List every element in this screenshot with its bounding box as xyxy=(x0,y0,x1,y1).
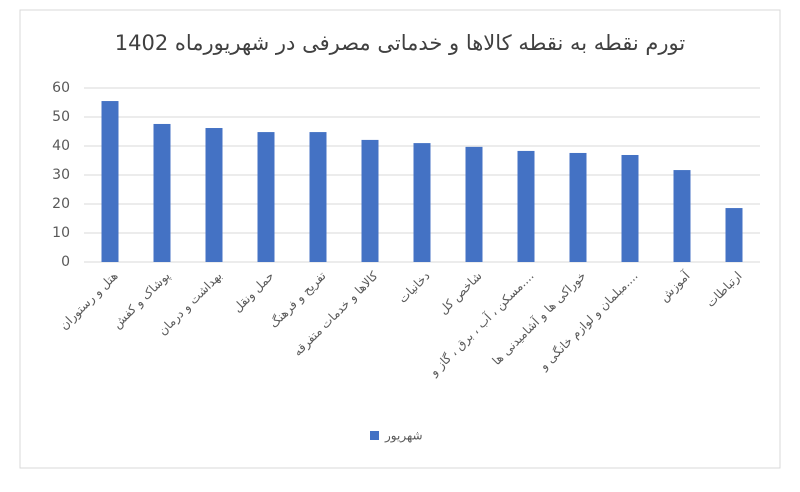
bar xyxy=(465,146,483,262)
bar xyxy=(205,128,223,262)
bar xyxy=(517,150,535,262)
legend-label: شهریور xyxy=(384,429,423,444)
y-tick-label: 50 xyxy=(52,109,70,125)
bar xyxy=(101,101,119,262)
y-tick-label: 0 xyxy=(61,254,70,270)
bar xyxy=(309,132,327,262)
y-tick-label: 40 xyxy=(52,138,70,154)
bar xyxy=(673,170,691,262)
chart-title: تورم نقطه به نقطه کالاها و خدماتی مصرفی … xyxy=(115,31,686,55)
legend-swatch xyxy=(370,431,379,440)
y-tick-label: 10 xyxy=(52,225,70,241)
bar xyxy=(413,143,431,262)
chart-frame xyxy=(19,9,781,469)
y-tick-label: 30 xyxy=(52,167,70,183)
bar xyxy=(153,123,171,263)
bar xyxy=(725,208,743,262)
bar xyxy=(621,154,639,262)
bar xyxy=(257,132,275,262)
bar xyxy=(569,152,587,262)
y-tick-label: 60 xyxy=(52,80,70,96)
bar xyxy=(361,139,379,262)
y-tick-label: 20 xyxy=(52,196,70,212)
